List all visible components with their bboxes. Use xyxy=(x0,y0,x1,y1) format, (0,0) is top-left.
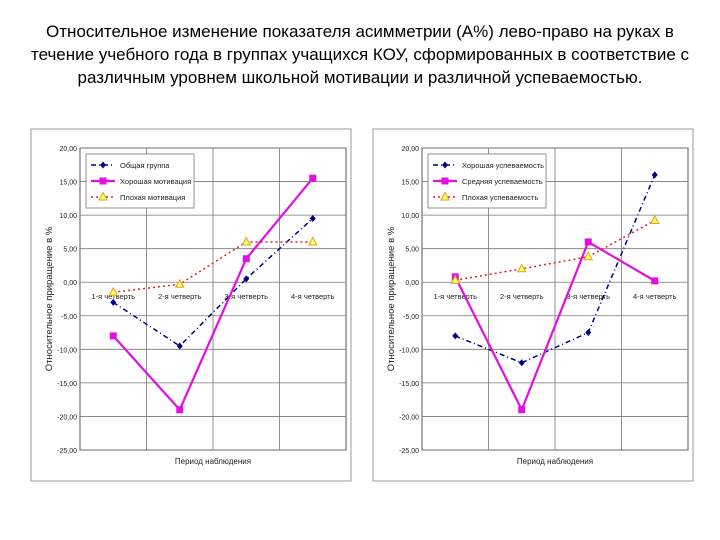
legend-marker xyxy=(441,177,449,185)
legend-label: Хорошая успеваемость xyxy=(462,161,544,170)
legend: Общая группа Хорошая мотивация Плохая моти… xyxy=(85,153,195,209)
data-point xyxy=(585,329,592,337)
data-point xyxy=(309,214,316,222)
data-point xyxy=(452,332,459,340)
y-tick-label: -5,00 xyxy=(403,314,419,321)
x-axis-title: Период наблюдения xyxy=(175,457,251,466)
data-point xyxy=(108,286,119,296)
y-tick-label: 5,00 xyxy=(405,247,419,254)
y-tick-label: 15,00 xyxy=(59,180,77,187)
x-tick-label: 2-я четверть xyxy=(500,292,544,301)
y-tick-label: 0,00 xyxy=(405,280,419,287)
y-axis-title: Относительное приращение в % xyxy=(44,226,55,371)
data-point xyxy=(518,359,525,367)
data-point xyxy=(109,332,117,340)
y-tick-label: -15,00 xyxy=(57,381,77,388)
y-axis-title: Относительное приращение в % xyxy=(386,226,397,371)
data-point xyxy=(516,263,527,273)
data-point xyxy=(110,298,117,306)
data-point xyxy=(174,278,185,288)
data-point xyxy=(176,342,183,350)
y-tick-label: -15,00 xyxy=(399,381,419,388)
legend-marker xyxy=(99,177,107,185)
data-point xyxy=(518,406,526,414)
legend-marker xyxy=(442,161,448,169)
data-point xyxy=(243,275,250,283)
legend-label: Плохая мотивация xyxy=(120,193,185,202)
data-point xyxy=(651,277,659,285)
series-line xyxy=(112,217,314,347)
x-tick-label: 1-я четверть xyxy=(92,292,136,301)
legend-label: Хорошая мотивация xyxy=(120,177,191,186)
x-axis-title: Период наблюдения xyxy=(517,457,593,466)
data-point xyxy=(649,214,660,224)
x-tick-label: 4-я четверть xyxy=(633,292,677,301)
y-tick-label: 5,00 xyxy=(63,247,77,254)
y-tick-label: 15,00 xyxy=(401,180,419,187)
legend-marker xyxy=(440,191,450,201)
x-tick-label: 3-я четверть xyxy=(225,292,269,301)
data-point xyxy=(584,238,592,246)
data-point xyxy=(450,274,461,284)
data-point xyxy=(241,236,252,246)
performance-chart: 20,00 15,00 10,00 5,00 0,00 -5,00 -10,00 -15,00… xyxy=(372,128,694,482)
legend-marker xyxy=(100,161,106,169)
y-tick-label: -20,00 xyxy=(57,414,77,421)
data-point xyxy=(583,251,594,261)
y-tick-label: 20,00 xyxy=(59,146,77,153)
x-tick-label: 1-я четверть xyxy=(434,292,478,301)
y-tick-label: 10,00 xyxy=(401,213,419,220)
motivation-chart: 20,00 15,00 10,00 5,00 0,00 -5,00 -10,00 -15,00… xyxy=(30,128,352,482)
y-tick-label: -10,00 xyxy=(57,347,77,354)
series-line xyxy=(455,219,656,281)
series-line xyxy=(454,174,656,364)
y-tick-label: 0,00 xyxy=(63,280,77,287)
y-tick-label: -5,00 xyxy=(61,314,77,321)
series-line xyxy=(112,177,314,412)
data-point xyxy=(242,255,250,263)
y-tick-label: -25,00 xyxy=(57,448,77,455)
legend-label: Плохая успеваемость xyxy=(462,193,538,202)
data-point xyxy=(307,236,318,246)
data-point xyxy=(651,171,658,179)
y-tick-label: -10,00 xyxy=(399,347,419,354)
y-tick-label: 20,00 xyxy=(401,146,419,153)
series-line xyxy=(454,240,656,413)
legend-marker xyxy=(98,191,108,201)
data-point xyxy=(176,406,184,414)
y-tick-label: -25,00 xyxy=(399,448,419,455)
data-point xyxy=(309,174,317,182)
legend: Хорошая успеваемость Средняя успеваемость… xyxy=(427,153,547,209)
x-tick-label: 2-я четверть xyxy=(158,292,202,301)
legend-label: Средняя успеваемость xyxy=(462,177,543,186)
legend-label: Общая группа xyxy=(120,161,170,170)
slide-title: Относительное изменение показателя асимм… xyxy=(30,22,690,87)
x-tick-label: 4-я четверть xyxy=(291,292,335,301)
y-tick-label: -20,00 xyxy=(399,414,419,421)
y-tick-label: 10,00 xyxy=(59,213,77,220)
x-tick-label: 3-я четверть xyxy=(567,292,611,301)
series-line xyxy=(113,241,313,294)
